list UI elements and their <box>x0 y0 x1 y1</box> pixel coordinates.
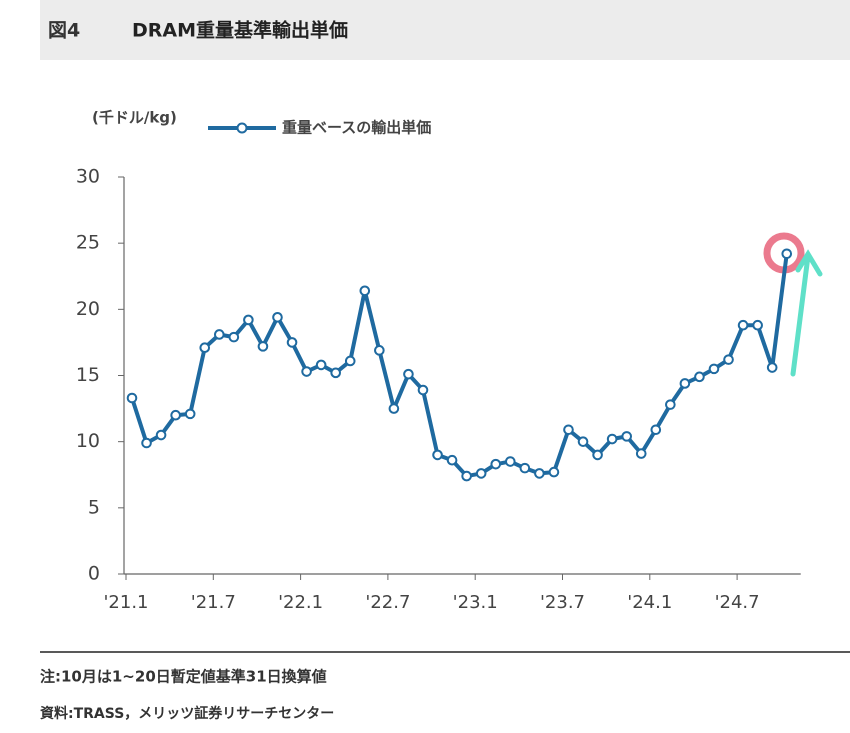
data-point <box>621 431 633 442</box>
y-tick-label: 0 <box>88 563 100 585</box>
data-point <box>155 429 167 441</box>
figure-number: 図4 <box>48 20 80 42</box>
data-point <box>505 456 516 467</box>
y-tick-label: 10 <box>76 430 100 452</box>
data-point <box>490 458 502 470</box>
data-point <box>519 462 531 474</box>
data-point <box>141 437 152 449</box>
y-tick-label: 20 <box>76 298 100 320</box>
data-point <box>243 314 254 326</box>
data-point <box>694 371 705 383</box>
series-line <box>130 253 789 479</box>
chart-title: DRAM重量基準輸出単価 <box>132 19 348 42</box>
data-point <box>737 319 749 331</box>
x-tick-label: '24.1 <box>627 592 672 613</box>
legend-label: 重量ベースの輸出単価 <box>282 119 431 137</box>
data-point <box>577 436 589 447</box>
y-unit: (千ドル/kg) <box>92 109 177 127</box>
data-point <box>344 355 356 367</box>
data-point <box>592 449 603 461</box>
data-point <box>417 384 429 396</box>
x-tick-label: '21.1 <box>103 592 148 613</box>
source: 資料:TRASS，メリッツ証券リサーチセンター <box>40 705 334 722</box>
data-point <box>214 329 225 340</box>
data-point <box>650 424 662 436</box>
data-point <box>286 337 298 348</box>
data-point <box>403 368 414 380</box>
data-point <box>374 345 385 356</box>
data-point <box>606 433 618 445</box>
y-tick-label: 15 <box>76 364 100 386</box>
data-point <box>272 311 283 323</box>
data-point <box>315 359 327 371</box>
x-tick-label: '24.7 <box>715 592 760 613</box>
y-tick-label: 25 <box>76 232 100 254</box>
data-point <box>723 354 734 365</box>
data-point <box>461 470 472 482</box>
data-point <box>708 363 720 375</box>
data-point <box>330 367 342 379</box>
data-point <box>359 285 371 297</box>
data-point <box>199 342 211 354</box>
header-bar <box>40 0 850 60</box>
data-point <box>170 409 181 421</box>
data-point <box>432 449 443 461</box>
data-point <box>563 424 574 436</box>
data-point <box>635 448 647 459</box>
data-point <box>388 403 400 414</box>
data-point <box>679 378 691 389</box>
x-tick-label: '21.7 <box>191 592 236 613</box>
data-point <box>301 366 312 377</box>
data-point <box>228 331 240 343</box>
y-tick-label: 5 <box>88 496 100 518</box>
data-point <box>534 468 545 479</box>
data-point <box>446 454 458 466</box>
x-tick-label: '22.7 <box>365 592 410 613</box>
data-point <box>665 399 676 410</box>
data-point <box>766 362 778 373</box>
x-tick-label: '23.1 <box>453 592 498 613</box>
x-tick-label: '23.7 <box>540 592 585 613</box>
data-point <box>475 468 487 479</box>
data-point <box>548 466 560 478</box>
data-point <box>781 248 793 260</box>
y-tick-label: 30 <box>76 166 100 188</box>
annotation-arrow <box>790 249 823 377</box>
data-point <box>184 408 196 420</box>
legend-marker <box>236 122 248 134</box>
data-point <box>257 341 269 352</box>
x-tick-label: '22.1 <box>278 592 323 613</box>
data-point <box>126 392 138 404</box>
data-point <box>752 319 763 331</box>
note: 注:10月は1~20日暫定値基準31日換算値 <box>40 668 327 686</box>
